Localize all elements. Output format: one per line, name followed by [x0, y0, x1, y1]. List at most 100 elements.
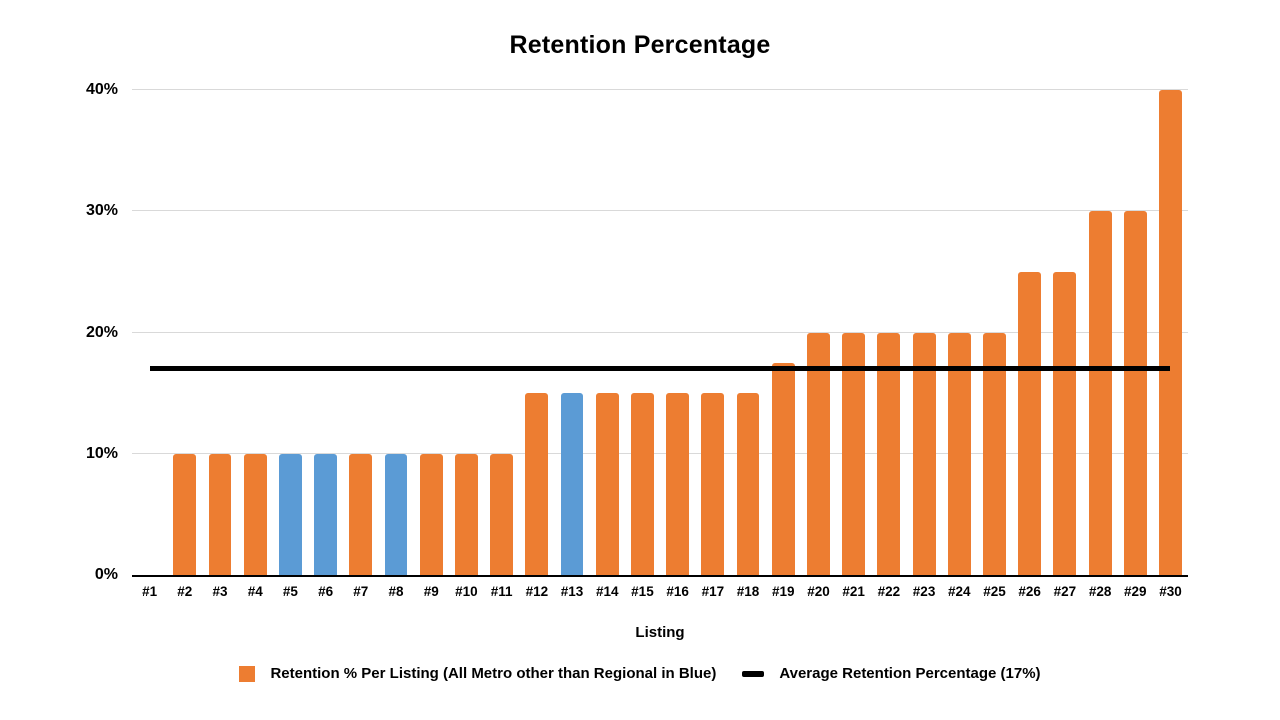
metro-bar-#21: [842, 332, 866, 575]
x-tick-label-#20: #20: [807, 584, 830, 599]
metro-bar-#27: [1053, 271, 1077, 575]
x-tick-label-#19: #19: [771, 584, 795, 599]
metro-bar-#2: [173, 453, 197, 575]
metro-bar-#16: [666, 393, 690, 575]
bar-cell-#5: [273, 90, 308, 575]
x-tick-label-#10: #10: [455, 584, 478, 599]
metro-bar-#11: [490, 453, 514, 575]
metro-bar-#15: [631, 393, 654, 575]
x-tick-label-#5: #5: [282, 584, 298, 599]
regional-bar-#8: [384, 453, 408, 575]
x-tick-label-#1: #1: [142, 584, 158, 599]
x-tick-label-#9: #9: [423, 584, 439, 599]
legend-label-retention: Retention % Per Listing (All Metro other…: [270, 665, 717, 682]
metro-bar-#30: [1159, 90, 1182, 575]
y-tick-label-10%: 10%: [85, 444, 118, 462]
bar-cell-#27: [1047, 90, 1082, 575]
x-tick-label-#18: #18: [736, 584, 760, 599]
bar-cell-#23: [906, 90, 941, 575]
metro-bar-#10: [454, 453, 478, 575]
chart-title: Retention Percentage: [509, 31, 771, 59]
legend-item-average: Average Retention Percentage (17%): [742, 665, 1041, 682]
y-tick-label-0%: 0%: [94, 566, 118, 583]
metro-bar-#20: [807, 332, 830, 575]
retention-series-swatch-icon: [239, 665, 256, 682]
x-tick-label-#22: #22: [877, 584, 901, 599]
metro-bar-#25: [983, 332, 1006, 575]
bar-cell-#30: [1153, 90, 1188, 575]
bar-cell-#9: [414, 90, 449, 575]
bar-cell-#12: [519, 90, 554, 575]
x-tick-label-#27: #27: [1053, 584, 1077, 599]
metro-bar-#14: [595, 393, 619, 575]
metro-bar-#24: [947, 332, 971, 575]
x-tick-label-#11: #11: [490, 584, 513, 599]
x-tick-label-#2: #2: [177, 584, 193, 599]
bar-cell-#11: [484, 90, 519, 575]
metro-bar-#28: [1088, 211, 1112, 575]
bar-cell-#3: [202, 90, 237, 575]
y-tick-label-20%: 20%: [85, 323, 118, 341]
bar-cell-#8: [378, 90, 413, 575]
bar-cell-#6: [308, 90, 343, 575]
metro-bar-#23: [912, 332, 936, 575]
x-tick-label-#26: #26: [1018, 584, 1041, 599]
bar-cell-#16: [660, 90, 695, 575]
metro-bar-#18: [736, 393, 760, 575]
x-tick-label-#15: #15: [631, 584, 654, 599]
x-tick-label-#14: #14: [595, 584, 619, 599]
metro-bar-#17: [701, 393, 725, 575]
bar-series: [132, 90, 1188, 575]
bar-cell-#14: [590, 90, 625, 575]
bar-cell-#25: [977, 90, 1012, 575]
legend-item-retention: Retention % Per Listing (All Metro other…: [239, 665, 716, 682]
bar-cell-#26: [1012, 90, 1047, 575]
legend-label-average: Average Retention Percentage (17%): [779, 665, 1041, 682]
gridline-20%: [132, 331, 1188, 333]
bar-cell-#20: [801, 90, 836, 575]
x-axis-title: Listing: [635, 624, 685, 641]
regional-bar-#6: [314, 453, 338, 575]
x-tick-label-#4: #4: [247, 584, 263, 599]
x-tick-label-#24: #24: [948, 584, 971, 599]
bar-cell-#17: [695, 90, 730, 575]
bar-cell-#13: [554, 90, 589, 575]
regional-bar-#13: [560, 393, 584, 575]
metro-bar-#26: [1018, 271, 1042, 575]
bar-cell-#4: [238, 90, 273, 575]
x-tick-label-#28: #28: [1088, 584, 1112, 599]
bar-cell-#15: [625, 90, 660, 575]
average-line: [149, 366, 1171, 372]
gridline-40%: [132, 89, 1188, 90]
metro-bar-#3: [208, 453, 232, 575]
bar-cell-#22: [871, 90, 906, 575]
bar-cell-#28: [1082, 90, 1117, 575]
x-tick-label-#3: #3: [212, 584, 228, 599]
x-tick-label-#13: #13: [560, 584, 584, 599]
x-tick-label-#16: #16: [666, 584, 689, 599]
bar-cell-#18: [730, 90, 765, 575]
metro-bar-#22: [877, 332, 901, 575]
bar-cell-#10: [449, 90, 484, 575]
bar-cell-#19: [766, 90, 801, 575]
bar-cell-#2: [167, 90, 202, 575]
x-tick-label-#21: #21: [842, 584, 865, 599]
metro-bar-#4: [243, 453, 267, 575]
x-axis-tick-labels: #1 #2 #3 #4 #5 #6 #7 #8 #9 #10 #11 #12 #13 #14 #15 #16 #…: [132, 584, 1188, 599]
bar-cell-#7: [343, 90, 378, 575]
metro-bar-#9: [419, 453, 443, 575]
x-tick-label-#30: #30: [1159, 584, 1182, 599]
metro-bar-#29: [1123, 211, 1147, 575]
bar-cell-#29: [1118, 90, 1153, 575]
chart-legend: Retention % Per Listing (All Metro other…: [0, 665, 1280, 682]
average-line-swatch-icon: [742, 670, 765, 677]
x-tick-label-#17: #17: [701, 584, 725, 599]
bar-cell-#24: [942, 90, 977, 575]
metro-bar-#7: [349, 453, 373, 575]
x-tick-label-#8: #8: [388, 584, 404, 599]
x-tick-label-#7: #7: [353, 584, 369, 599]
x-tick-label-#25: #25: [983, 584, 1006, 599]
bar-cell-#1: [132, 90, 167, 575]
x-tick-label-#12: #12: [525, 584, 549, 599]
